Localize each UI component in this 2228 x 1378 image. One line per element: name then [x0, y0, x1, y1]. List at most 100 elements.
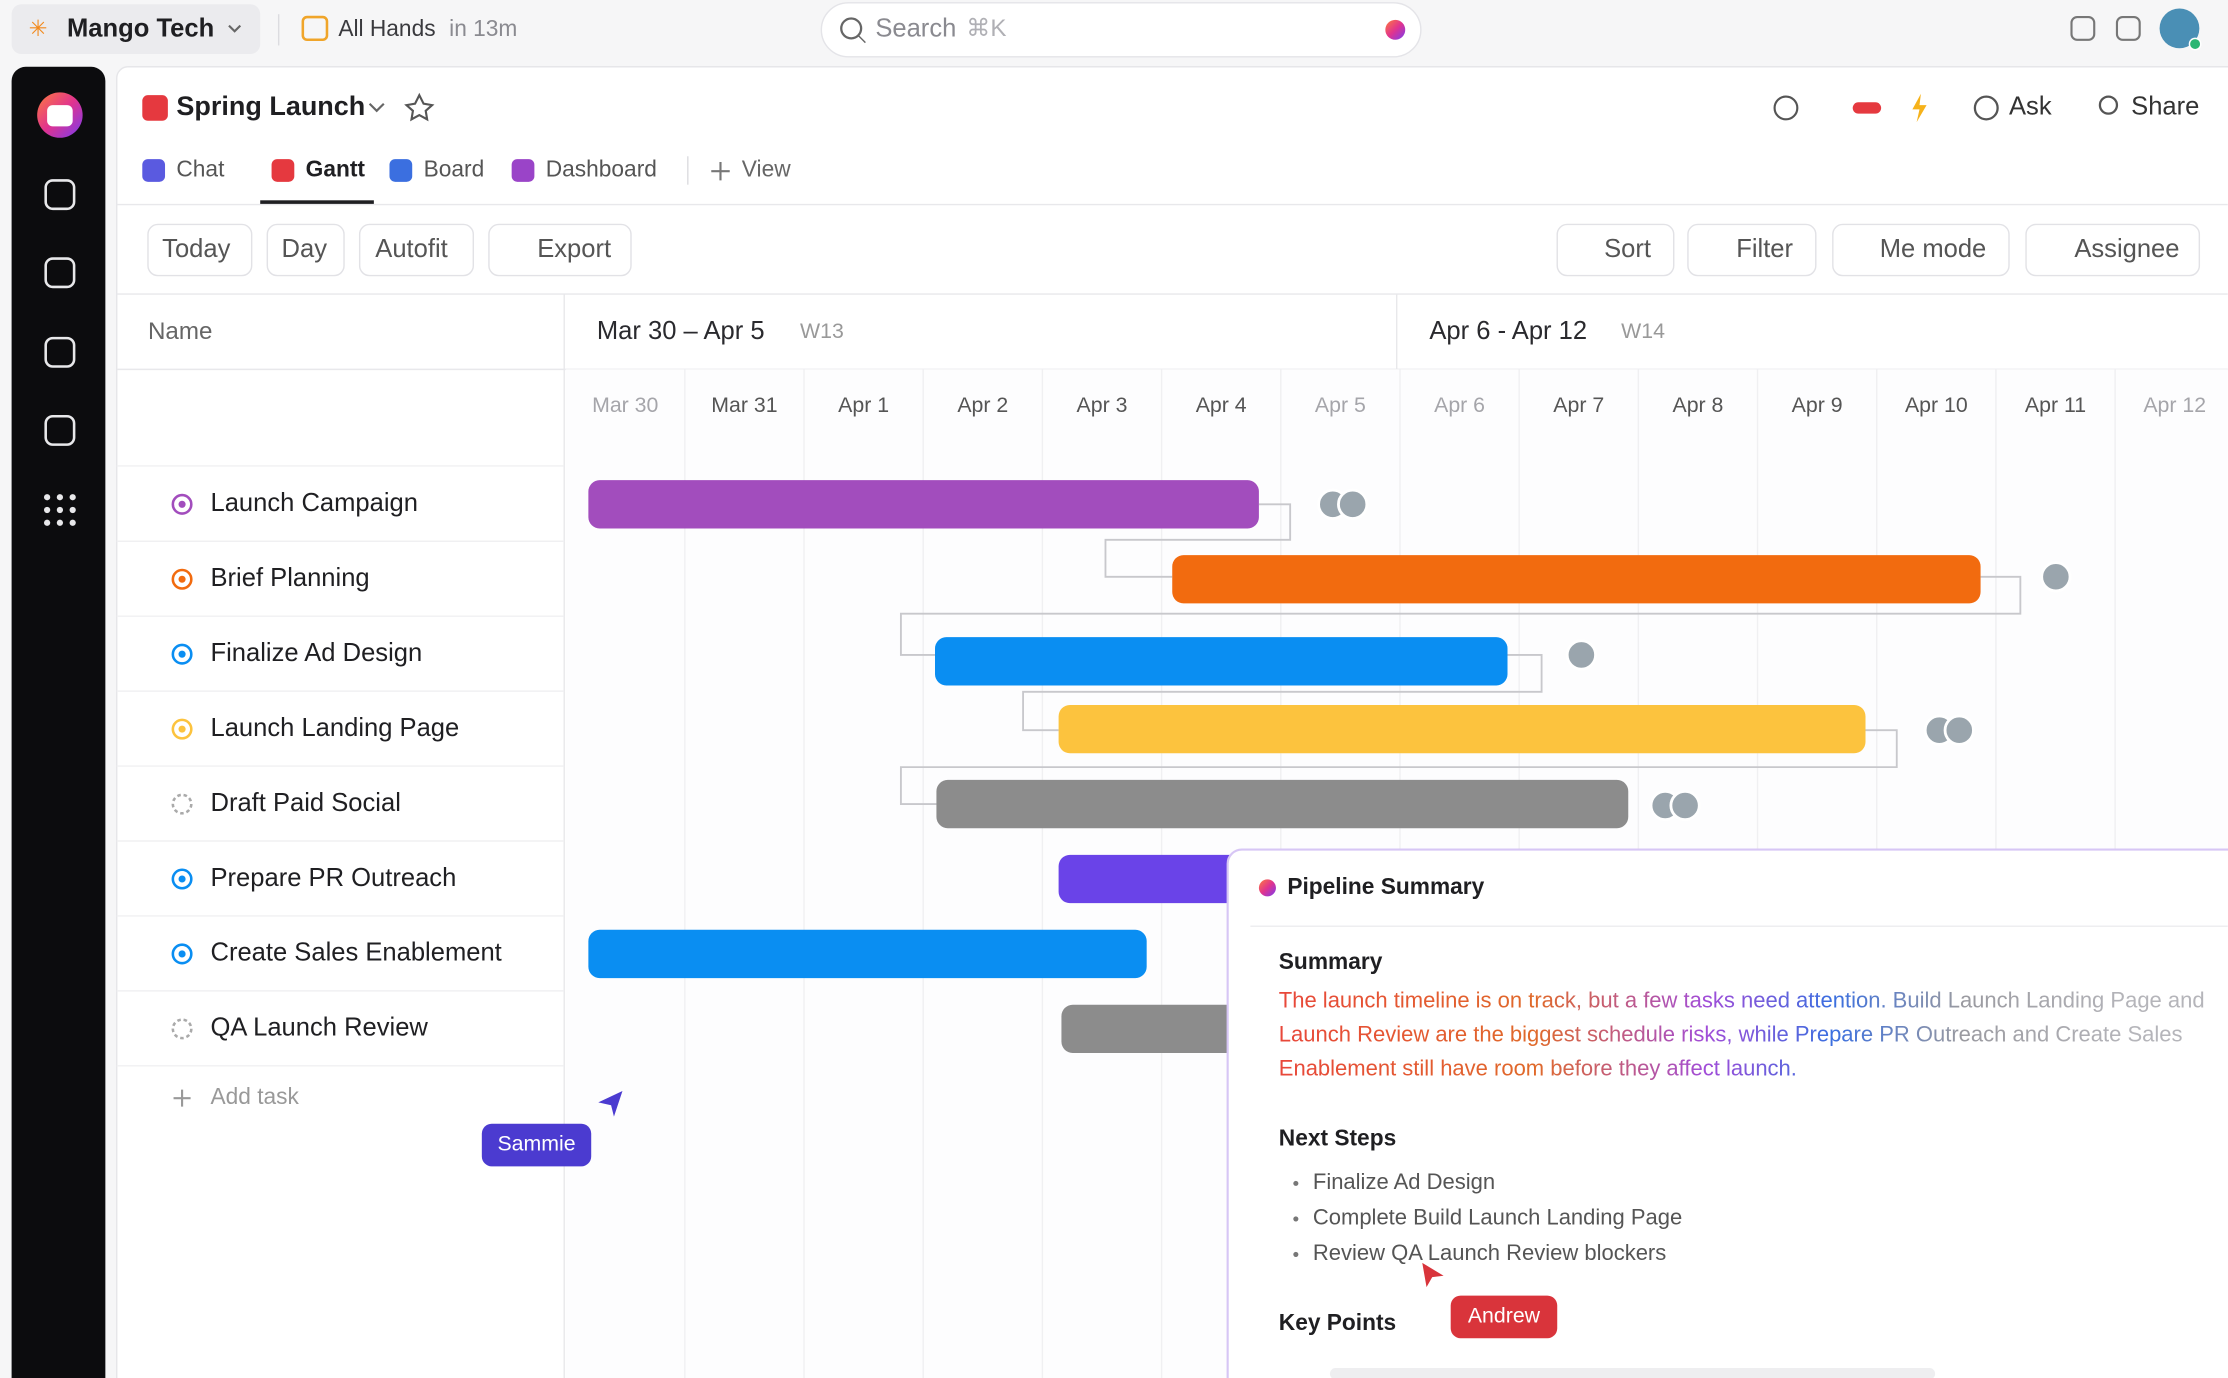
cursor-label-bg: [1450, 1295, 1558, 1339]
toolbar-button[interactable]: [1687, 223, 1817, 277]
gantt-bar[interactable]: [936, 779, 1629, 829]
summary-text: Launch Review are the biggest schedule r…: [1279, 1021, 2183, 1046]
search-shortcut: ⌘K: [966, 15, 1006, 42]
assignee-avatar: [1565, 639, 1598, 671]
status-icon: [171, 943, 193, 965]
day-label: Apr 8: [1672, 393, 1723, 417]
glasses-icon[interactable]: [1852, 102, 1882, 114]
task-name[interactable]: Brief Planning: [210, 564, 369, 592]
task-name[interactable]: Launch Campaign: [210, 489, 417, 517]
task-name[interactable]: Finalize Ad Design: [210, 639, 422, 667]
event-name: All Hands: [338, 15, 435, 41]
ask-icon: [1973, 95, 1999, 121]
gantt-bar[interactable]: [1172, 555, 1981, 604]
day-label: Apr 5: [1315, 393, 1366, 417]
toolbar-button[interactable]: [1556, 223, 1675, 277]
summary-text: Enablement still have room before they a…: [1279, 1056, 1797, 1081]
toolbar-button-label: Day: [282, 235, 328, 263]
day-label: Apr 12: [2143, 393, 2206, 417]
toolbar-button-label: Assignee: [2074, 235, 2179, 263]
task-name[interactable]: Prepare PR Outreach: [210, 864, 456, 892]
ask-button[interactable]: Ask: [2009, 93, 2052, 121]
status-icon-core: [178, 875, 186, 883]
day-label: Apr 2: [957, 393, 1008, 417]
next-step: Review QA Launch Review blockers: [1313, 1240, 1666, 1265]
top-icon[interactable]: [2070, 15, 2096, 41]
toolbar-button[interactable]: [266, 223, 345, 277]
tab-icon: [389, 159, 413, 182]
chevron: [368, 102, 385, 113]
plus-icon: [173, 1089, 191, 1107]
gantt-bar[interactable]: [588, 480, 1259, 529]
gantt-bar[interactable]: [1058, 704, 1866, 754]
week-number: W13: [800, 319, 844, 343]
dependency-line: [899, 729, 1898, 805]
apps-dot: [56, 506, 64, 514]
task-name[interactable]: Launch Landing Page: [210, 714, 459, 742]
search-box[interactable]: [820, 2, 1422, 58]
toolbar-button[interactable]: [147, 223, 253, 277]
sidebar-icon[interactable]: [44, 179, 76, 211]
call-icon[interactable]: [1773, 95, 1799, 121]
assignee-avatar: [1943, 714, 1975, 746]
workspace-icon: ✳: [29, 15, 48, 41]
sidebar-icon[interactable]: [44, 257, 76, 289]
add-task[interactable]: Add task: [210, 1083, 299, 1109]
task-name[interactable]: Create Sales Enablement: [210, 939, 501, 967]
day-label: Apr 9: [1792, 393, 1843, 417]
search-icon: [840, 17, 863, 40]
bullet: [1293, 1180, 1299, 1186]
week-range: Mar 30 – Apr 5: [597, 317, 765, 345]
status-icon: [171, 718, 193, 740]
status-icon: [171, 1018, 193, 1040]
ai-icon: [1258, 879, 1276, 897]
sidebar-icon[interactable]: [44, 336, 76, 368]
task-name[interactable]: QA Launch Review: [210, 1014, 428, 1042]
sidebar: [11, 66, 106, 1378]
share-icon: [2098, 95, 2119, 115]
next-step: Complete Build Launch Landing Page: [1313, 1205, 1682, 1230]
toolbar-button[interactable]: [2025, 223, 2201, 277]
status-icon-core: [178, 500, 186, 508]
gantt-bar[interactable]: [935, 637, 1508, 686]
tab: View: [742, 155, 791, 181]
top-icon[interactable]: [2115, 15, 2141, 41]
tab-icon: [142, 159, 166, 182]
event-time: in 13m: [449, 15, 517, 41]
assignee-avatar: [1669, 789, 1701, 822]
status-icon: [171, 643, 193, 665]
ai-icon[interactable]: [1385, 19, 1406, 40]
home-icon-inner: [47, 105, 73, 127]
toolbar-button-label: Me mode: [1880, 235, 1987, 263]
share-button: Share: [2131, 93, 2199, 121]
user-avatar[interactable]: [2159, 8, 2200, 49]
cursor-label-bg: [481, 1123, 592, 1167]
bolt-icon[interactable]: [1912, 93, 1927, 123]
task-name[interactable]: Draft Paid Social: [210, 789, 400, 817]
calendar-icon: [301, 15, 329, 42]
toolbar-button[interactable]: [358, 223, 475, 277]
toolbar-button[interactable]: [488, 223, 632, 277]
status-icon-core: [178, 650, 186, 658]
workspace-switcher[interactable]: [11, 4, 261, 54]
next-step: Finalize Ad Design: [1313, 1169, 1495, 1194]
sidebar-icon[interactable]: [44, 414, 76, 446]
summary-panel: [1226, 848, 2228, 1378]
column-header: Name: [148, 318, 212, 345]
gantt-bar[interactable]: [588, 929, 1147, 979]
week-number: W14: [1621, 319, 1665, 343]
toolbar-button-label: Export: [537, 235, 611, 263]
project-icon: [142, 95, 168, 121]
summary-text: The launch timeline is on track, but a f…: [1279, 987, 2205, 1012]
day-label: Apr 7: [1553, 393, 1604, 417]
dependency-line: [1104, 503, 1292, 578]
cursor-arrow: [1422, 1262, 1444, 1288]
apps-dot: [43, 506, 51, 514]
favorite-star[interactable]: [404, 92, 435, 122]
toolbar-button[interactable]: [1832, 223, 2010, 277]
cursor-label: Sammie: [497, 1132, 575, 1156]
day-label: Apr 1: [838, 393, 889, 417]
status-icon-core: [178, 725, 186, 733]
tab: Gantt: [306, 155, 366, 181]
